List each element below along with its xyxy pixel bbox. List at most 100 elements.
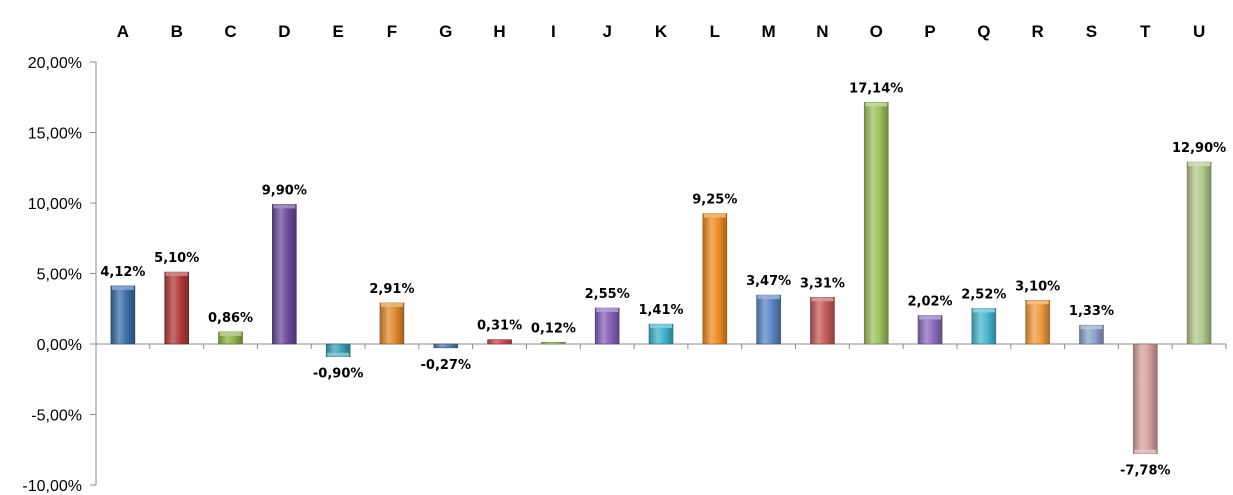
- y-tick-label: 0,00%: [37, 337, 82, 354]
- bar-bevel: [327, 352, 350, 357]
- bar-body: [702, 213, 728, 345]
- category-label-d: D: [278, 22, 290, 41]
- category-label-b: B: [171, 22, 183, 41]
- bar-bevel: [596, 308, 619, 313]
- data-label-u: 12,90%: [1172, 141, 1226, 156]
- data-label-k: 1,41%: [638, 303, 683, 318]
- category-label-m: M: [762, 22, 776, 41]
- bar-body: [810, 297, 835, 345]
- bar-body: [541, 342, 566, 345]
- y-axis: 20,00% 15,00% 10,00% 5,00% 0,00% -5,00% -10,00…: [22, 55, 1227, 495]
- bar-body: [1132, 343, 1158, 454]
- category-label-u: U: [1193, 22, 1205, 41]
- bar-i: [541, 342, 566, 345]
- y-tick-label: -10,00%: [22, 478, 82, 495]
- data-label-g: -0,27%: [421, 358, 472, 373]
- bar-bevel: [1026, 300, 1049, 305]
- bar-body: [272, 204, 297, 345]
- bar-p: [917, 315, 943, 345]
- data-label-r: 3,10%: [1015, 279, 1060, 294]
- bar-body: [1025, 299, 1050, 345]
- bar-bevel: [972, 308, 995, 313]
- y-tick-label: 5,00%: [37, 267, 82, 284]
- data-label-h: 0,31%: [477, 319, 522, 334]
- bar-bevel: [757, 295, 780, 300]
- bar-bevel: [273, 204, 296, 209]
- category-label-s: S: [1086, 22, 1097, 41]
- data-label-c: 0,86%: [208, 311, 253, 326]
- y-tick-label: 15,00%: [28, 126, 82, 143]
- bar-m: [756, 294, 781, 345]
- bar-n: [810, 297, 835, 345]
- bar-body: [487, 339, 512, 345]
- bar-bevel: [219, 331, 242, 336]
- bar-g: [433, 343, 459, 349]
- bar-body: [756, 294, 781, 345]
- bar-bevel: [380, 302, 403, 307]
- y-tick-label: -5,00%: [31, 408, 82, 425]
- data-label-o: 17,14%: [849, 81, 903, 96]
- bar-body: [971, 308, 997, 345]
- category-label-a: A: [117, 22, 129, 41]
- bar-bevel: [1188, 162, 1211, 167]
- category-label-g: G: [439, 22, 452, 41]
- bar-r: [1025, 299, 1050, 345]
- bar-e: [325, 343, 351, 357]
- bar-o: [863, 102, 889, 345]
- data-label-l: 9,25%: [692, 193, 737, 208]
- category-label-k: K: [655, 22, 668, 41]
- bar-t: [1132, 343, 1158, 454]
- category-label-r: R: [1032, 22, 1044, 41]
- category-label-e: E: [332, 22, 343, 41]
- data-label-i: 0,12%: [531, 321, 576, 336]
- bar-s: [1079, 324, 1104, 345]
- category-axis: A B C D E F G H I J K L M N O P Q R S T U: [117, 22, 1205, 41]
- bar-body: [863, 102, 889, 345]
- bar-bevel: [811, 297, 834, 302]
- category-label-l: L: [710, 22, 720, 41]
- bar-k: [648, 323, 674, 345]
- bar-u: [1186, 161, 1212, 345]
- bar-b: [164, 271, 190, 345]
- category-label-j: J: [602, 22, 611, 41]
- bar-bevel: [1080, 325, 1103, 330]
- bar-body: [110, 285, 136, 345]
- bar-j: [594, 307, 620, 345]
- bar-body: [379, 302, 405, 345]
- data-label-t: -7,78%: [1120, 464, 1171, 479]
- data-label-b: 5,10%: [154, 251, 199, 266]
- y-tick-label: 10,00%: [28, 196, 82, 213]
- category-label-t: T: [1140, 22, 1151, 41]
- bar-body: [1186, 161, 1212, 345]
- bar-c: [218, 331, 243, 345]
- data-label-m: 3,47%: [746, 274, 791, 289]
- data-label-e: -0,90%: [313, 367, 364, 382]
- bar-bevel: [1134, 449, 1157, 454]
- bar-f: [379, 302, 405, 345]
- data-label-s: 1,33%: [1069, 304, 1114, 319]
- category-label-p: P: [924, 22, 935, 41]
- category-label-f: F: [387, 22, 397, 41]
- y-tick-label: 20,00%: [28, 55, 82, 72]
- data-label-d: 9,90%: [262, 183, 307, 198]
- category-label-n: N: [816, 22, 828, 41]
- data-label-a: 4,12%: [100, 265, 145, 280]
- category-label-h: H: [493, 22, 505, 41]
- bar-d: [272, 204, 297, 345]
- bar-q: [971, 308, 997, 345]
- bar-body: [594, 307, 620, 345]
- bar-a: [110, 285, 136, 345]
- bar-bevel: [703, 213, 726, 218]
- data-label-p: 2,02%: [907, 295, 952, 310]
- bar-bevel: [865, 102, 888, 107]
- bar-body: [433, 343, 459, 349]
- bar-body: [917, 315, 943, 345]
- category-label-o: O: [870, 22, 883, 41]
- bar-bevel: [919, 315, 942, 320]
- category-label-q: Q: [977, 22, 990, 41]
- data-labels: 4,12% 5,10% 0,86% 9,90% -0,90% 2,91% -0,27% 0,3…: [100, 81, 1226, 478]
- bar-h: [487, 339, 512, 345]
- bars: [110, 102, 1212, 454]
- bar-bevel: [650, 324, 672, 329]
- bar-l: [702, 213, 728, 345]
